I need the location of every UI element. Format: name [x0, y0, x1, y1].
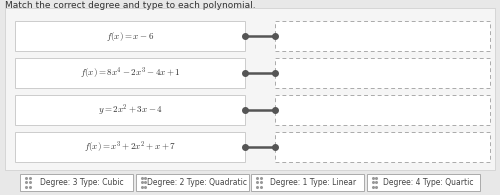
Bar: [367, 174, 480, 191]
Text: $f(x) = 8x^4 - 2x^3 - 4x + 1$: $f(x) = 8x^4 - 2x^3 - 4x + 1$: [80, 66, 180, 81]
Bar: [15, 132, 245, 162]
Text: Degree: 3 Type: Cubic: Degree: 3 Type: Cubic: [40, 178, 123, 187]
Text: $f(x) = x^3 + 2x^2 + x + 7$: $f(x) = x^3 + 2x^2 + x + 7$: [84, 140, 176, 155]
Text: Degree: 4 Type: Quartic: Degree: 4 Type: Quartic: [383, 178, 474, 187]
Text: Degree: 1 Type: Linear: Degree: 1 Type: Linear: [270, 178, 356, 187]
Bar: [275, 21, 490, 51]
Bar: [136, 174, 249, 191]
Bar: [252, 174, 364, 191]
Bar: [15, 21, 245, 51]
Bar: [20, 174, 133, 191]
Bar: [275, 95, 490, 125]
Text: $y = 2x^2 + 3x - 4$: $y = 2x^2 + 3x - 4$: [98, 103, 162, 118]
Text: Match the correct degree and type to each polynomial.: Match the correct degree and type to eac…: [5, 1, 256, 10]
Bar: [15, 95, 245, 125]
Text: $f(x) = x - 6$: $f(x) = x - 6$: [106, 30, 154, 43]
Text: Degree: 2 Type: Quadratic: Degree: 2 Type: Quadratic: [147, 178, 247, 187]
Bar: [5, 8, 495, 170]
Bar: [15, 58, 245, 88]
Bar: [275, 132, 490, 162]
Bar: [275, 58, 490, 88]
